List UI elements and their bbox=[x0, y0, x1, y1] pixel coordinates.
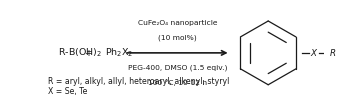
Text: X = Se, Te: X = Se, Te bbox=[48, 87, 87, 96]
Text: $X$: $X$ bbox=[310, 47, 319, 58]
Text: $R$: $R$ bbox=[329, 47, 336, 58]
Text: 100 °C, 10-12 h: 100 °C, 10-12 h bbox=[148, 79, 207, 86]
Text: $+$: $+$ bbox=[84, 48, 93, 58]
Text: (10 mol%): (10 mol%) bbox=[158, 35, 197, 41]
Text: Ph$_2$X$_2$: Ph$_2$X$_2$ bbox=[105, 47, 134, 59]
Text: CuFe₂O₄ nanoparticle: CuFe₂O₄ nanoparticle bbox=[138, 20, 217, 26]
Text: PEG-400, DMSO (1.5 eqiv.): PEG-400, DMSO (1.5 eqiv.) bbox=[128, 65, 227, 71]
Text: R-B(OH)$_2$: R-B(OH)$_2$ bbox=[58, 47, 102, 59]
Text: R = aryl, alkyl, allyl, heteroaryl, alkenyl, styryl: R = aryl, alkyl, allyl, heteroaryl, alke… bbox=[48, 77, 229, 87]
